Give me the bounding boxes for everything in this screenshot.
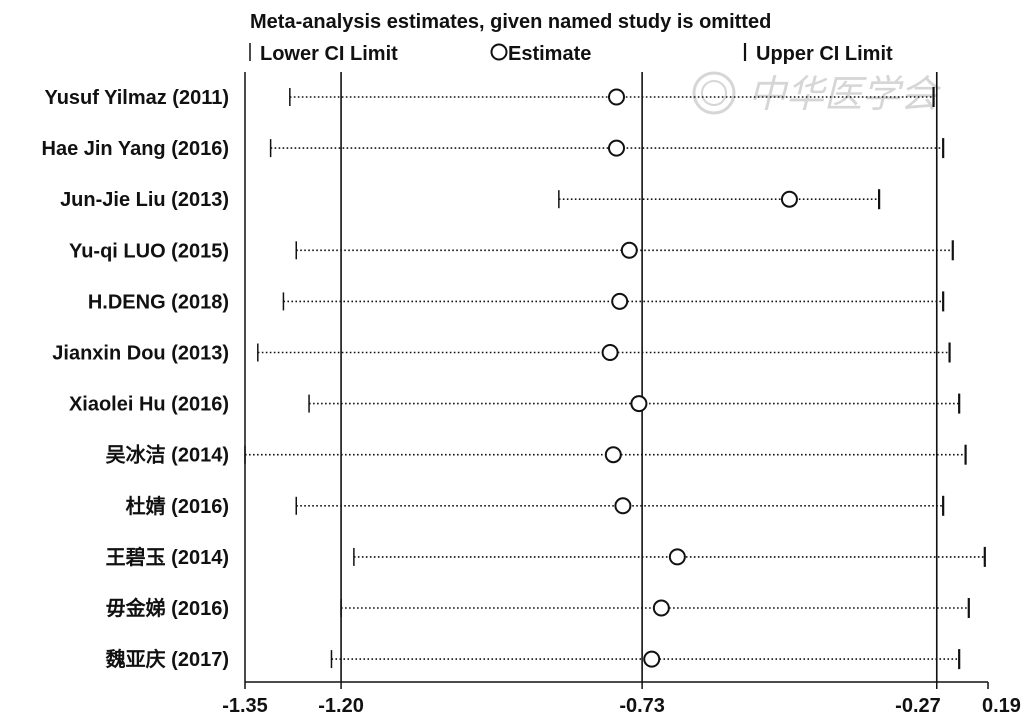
estimate-marker <box>652 599 670 617</box>
estimate-marker <box>630 395 648 413</box>
estimate-marker <box>611 292 629 310</box>
study-label: 杜婧 (2016) <box>126 494 229 518</box>
study-label: Jianxin Dou (2013) <box>52 343 229 365</box>
study-row-7: 吴冰洁 (2014) <box>106 444 967 467</box>
legend-estimate-label: Estimate <box>508 43 591 65</box>
study-rows: Yusuf Yilmaz (2011) Hae Jin Yang (2016) Ju… <box>42 87 986 671</box>
study-row-1: Hae Jin Yang (2016) <box>42 138 945 160</box>
legend-lower-label: Lower CI Limit <box>260 43 398 65</box>
study-row-0: Yusuf Yilmaz (2011) <box>44 87 935 109</box>
reference-lines <box>340 72 938 682</box>
estimate-marker <box>643 650 661 668</box>
chart-title: Meta-analysis estimates, given named stu… <box>250 11 771 33</box>
legend-estimate-marker <box>490 43 508 61</box>
x-tick-label-0: -1.35 <box>222 695 268 717</box>
study-row-8: 杜婧 (2016) <box>126 494 945 518</box>
estimate-marker <box>608 139 625 157</box>
study-row-4: H.DENG (2018) <box>88 291 945 313</box>
study-label: 吴冰洁 (2014) <box>106 444 229 467</box>
watermark: 中华医学会 <box>692 71 942 116</box>
estimate-marker <box>780 190 798 208</box>
x-tick-label-4: 0.19 <box>982 695 1021 717</box>
estimate-marker <box>601 344 619 361</box>
estimate-marker <box>608 88 625 106</box>
study-label: Yu-qi LUO (2015) <box>69 240 229 262</box>
x-tick-label-1: -1.20 <box>318 695 364 717</box>
study-row-3: Yu-qi LUO (2015) <box>69 240 954 262</box>
x-tick-label-3: -0.27 <box>895 695 941 717</box>
study-label: Hae Jin Yang (2016) <box>42 138 230 160</box>
study-row-11: 魏亚庆 (2017) <box>105 647 961 671</box>
watermark-text: 中华医学会 <box>748 72 942 116</box>
study-label: Xiaolei Hu (2016) <box>69 394 229 416</box>
estimate-marker <box>614 497 632 515</box>
study-label: 王碧玉 (2014) <box>106 545 229 569</box>
study-label: 毋金娣 (2016) <box>106 596 229 620</box>
study-label: Jun-Jie Liu (2013) <box>60 189 229 211</box>
estimate-marker <box>620 241 638 259</box>
estimate-marker <box>604 446 622 464</box>
x-tick-label-2: -0.73 <box>619 695 665 717</box>
study-row-9: 王碧玉 (2014) <box>106 545 986 569</box>
estimate-marker <box>668 548 686 566</box>
study-row-6: Xiaolei Hu (2016) <box>69 393 961 416</box>
legend: Lower CI Limit Estimate Upper CI Limit <box>249 43 893 65</box>
study-label: H.DENG (2018) <box>88 291 229 313</box>
study-label: 魏亚庆 (2017) <box>105 647 229 671</box>
study-row-2: Jun-Jie Liu (2013) <box>60 189 881 211</box>
study-label: Yusuf Yilmaz (2011) <box>44 87 229 109</box>
study-row-10: 毋金娣 (2016) <box>106 596 970 620</box>
seal-icon <box>692 71 736 115</box>
legend-upper-label: Upper CI Limit <box>756 43 893 65</box>
study-row-5: Jianxin Dou (2013) <box>52 342 951 365</box>
x-axis-ticks: -1.35 -1.20 -0.73 -0.27 0.19 <box>222 682 1021 717</box>
